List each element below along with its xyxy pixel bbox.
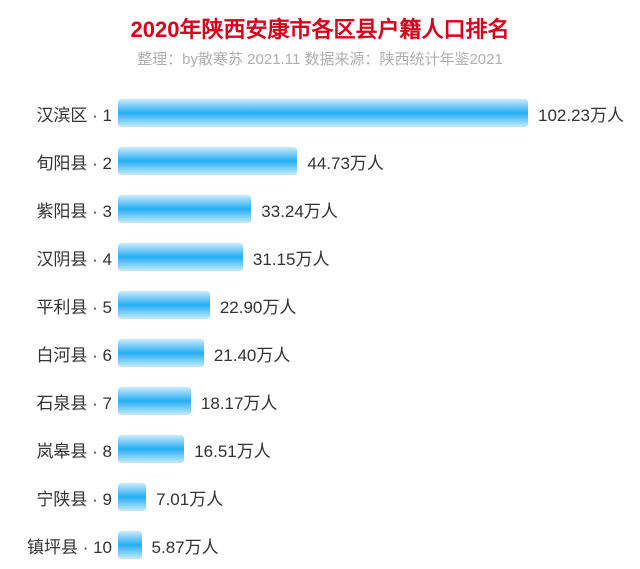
bar-track: 22.90万人 <box>118 281 622 329</box>
bar-value: 33.24万人 <box>261 197 338 222</box>
bar-fill <box>118 99 528 127</box>
bar-track: 5.87万人 <box>118 521 622 569</box>
bar-track: 44.73万人 <box>118 137 622 185</box>
bar-label: 汉滨区 · 1 <box>18 101 118 126</box>
bar-track: 102.23万人 <box>118 89 624 137</box>
bar-track: 7.01万人 <box>118 473 622 521</box>
bar-row: 平利县 · 5 22.90万人 <box>18 281 622 329</box>
bar-value: 31.15万人 <box>253 245 330 270</box>
bar-label: 镇坪县 · 10 <box>18 533 118 558</box>
bar-label: 宁陕县 · 9 <box>18 485 118 510</box>
chart-subtitle: 整理：by散寒苏 2021.11 数据来源：陕西统计年鉴2021 <box>18 48 622 69</box>
bar-fill <box>118 147 297 175</box>
bar-value: 18.17万人 <box>201 389 278 414</box>
bar-value: 21.40万人 <box>214 341 291 366</box>
bar-fill <box>118 435 184 463</box>
bar-track: 31.15万人 <box>118 233 622 281</box>
bars-area: 汉滨区 · 1 102.23万人旬阳县 · 2 44.73万人紫阳县 · 3 33.2… <box>18 89 622 569</box>
bar-fill <box>118 483 146 511</box>
bar-track: 16.51万人 <box>118 425 622 473</box>
bar-fill <box>118 291 210 319</box>
bar-label: 平利县 · 5 <box>18 293 118 318</box>
bar-fill <box>118 243 243 271</box>
bar-label: 白河县 · 6 <box>18 341 118 366</box>
bar-row: 宁陕县 · 9 7.01万人 <box>18 473 622 521</box>
bar-label: 旬阳县 · 2 <box>18 149 118 174</box>
chart-title: 2020年陕西安康市各区县户籍人口排名 <box>18 12 622 44</box>
bar-value: 22.90万人 <box>220 293 297 318</box>
bar-track: 33.24万人 <box>118 185 622 233</box>
chart-container: 2020年陕西安康市各区县户籍人口排名 整理：by散寒苏 2021.11 数据来… <box>0 0 640 541</box>
bar-value: 7.01万人 <box>156 485 223 510</box>
bar-label: 石泉县 · 7 <box>18 389 118 414</box>
bar-row: 白河县 · 6 21.40万人 <box>18 329 622 377</box>
bar-row: 旬阳县 · 2 44.73万人 <box>18 137 622 185</box>
bar-row: 汉阴县 · 4 31.15万人 <box>18 233 622 281</box>
bar-track: 21.40万人 <box>118 329 622 377</box>
bar-fill <box>118 387 191 415</box>
bar-fill <box>118 531 142 559</box>
bar-track: 18.17万人 <box>118 377 622 425</box>
bar-fill <box>118 195 251 223</box>
bar-label: 紫阳县 · 3 <box>18 197 118 222</box>
bar-value: 102.23万人 <box>538 101 624 126</box>
bar-row: 石泉县 · 7 18.17万人 <box>18 377 622 425</box>
bar-row: 岚皋县 · 8 16.51万人 <box>18 425 622 473</box>
bar-row: 镇坪县 · 10 5.87万人 <box>18 521 622 569</box>
bar-row: 紫阳县 · 3 33.24万人 <box>18 185 622 233</box>
bar-label: 岚皋县 · 8 <box>18 437 118 462</box>
bar-value: 5.87万人 <box>152 533 219 558</box>
bar-row: 汉滨区 · 1 102.23万人 <box>18 89 622 137</box>
bar-label: 汉阴县 · 4 <box>18 245 118 270</box>
bar-value: 44.73万人 <box>307 149 384 174</box>
bar-value: 16.51万人 <box>194 437 271 462</box>
bar-fill <box>118 339 204 367</box>
